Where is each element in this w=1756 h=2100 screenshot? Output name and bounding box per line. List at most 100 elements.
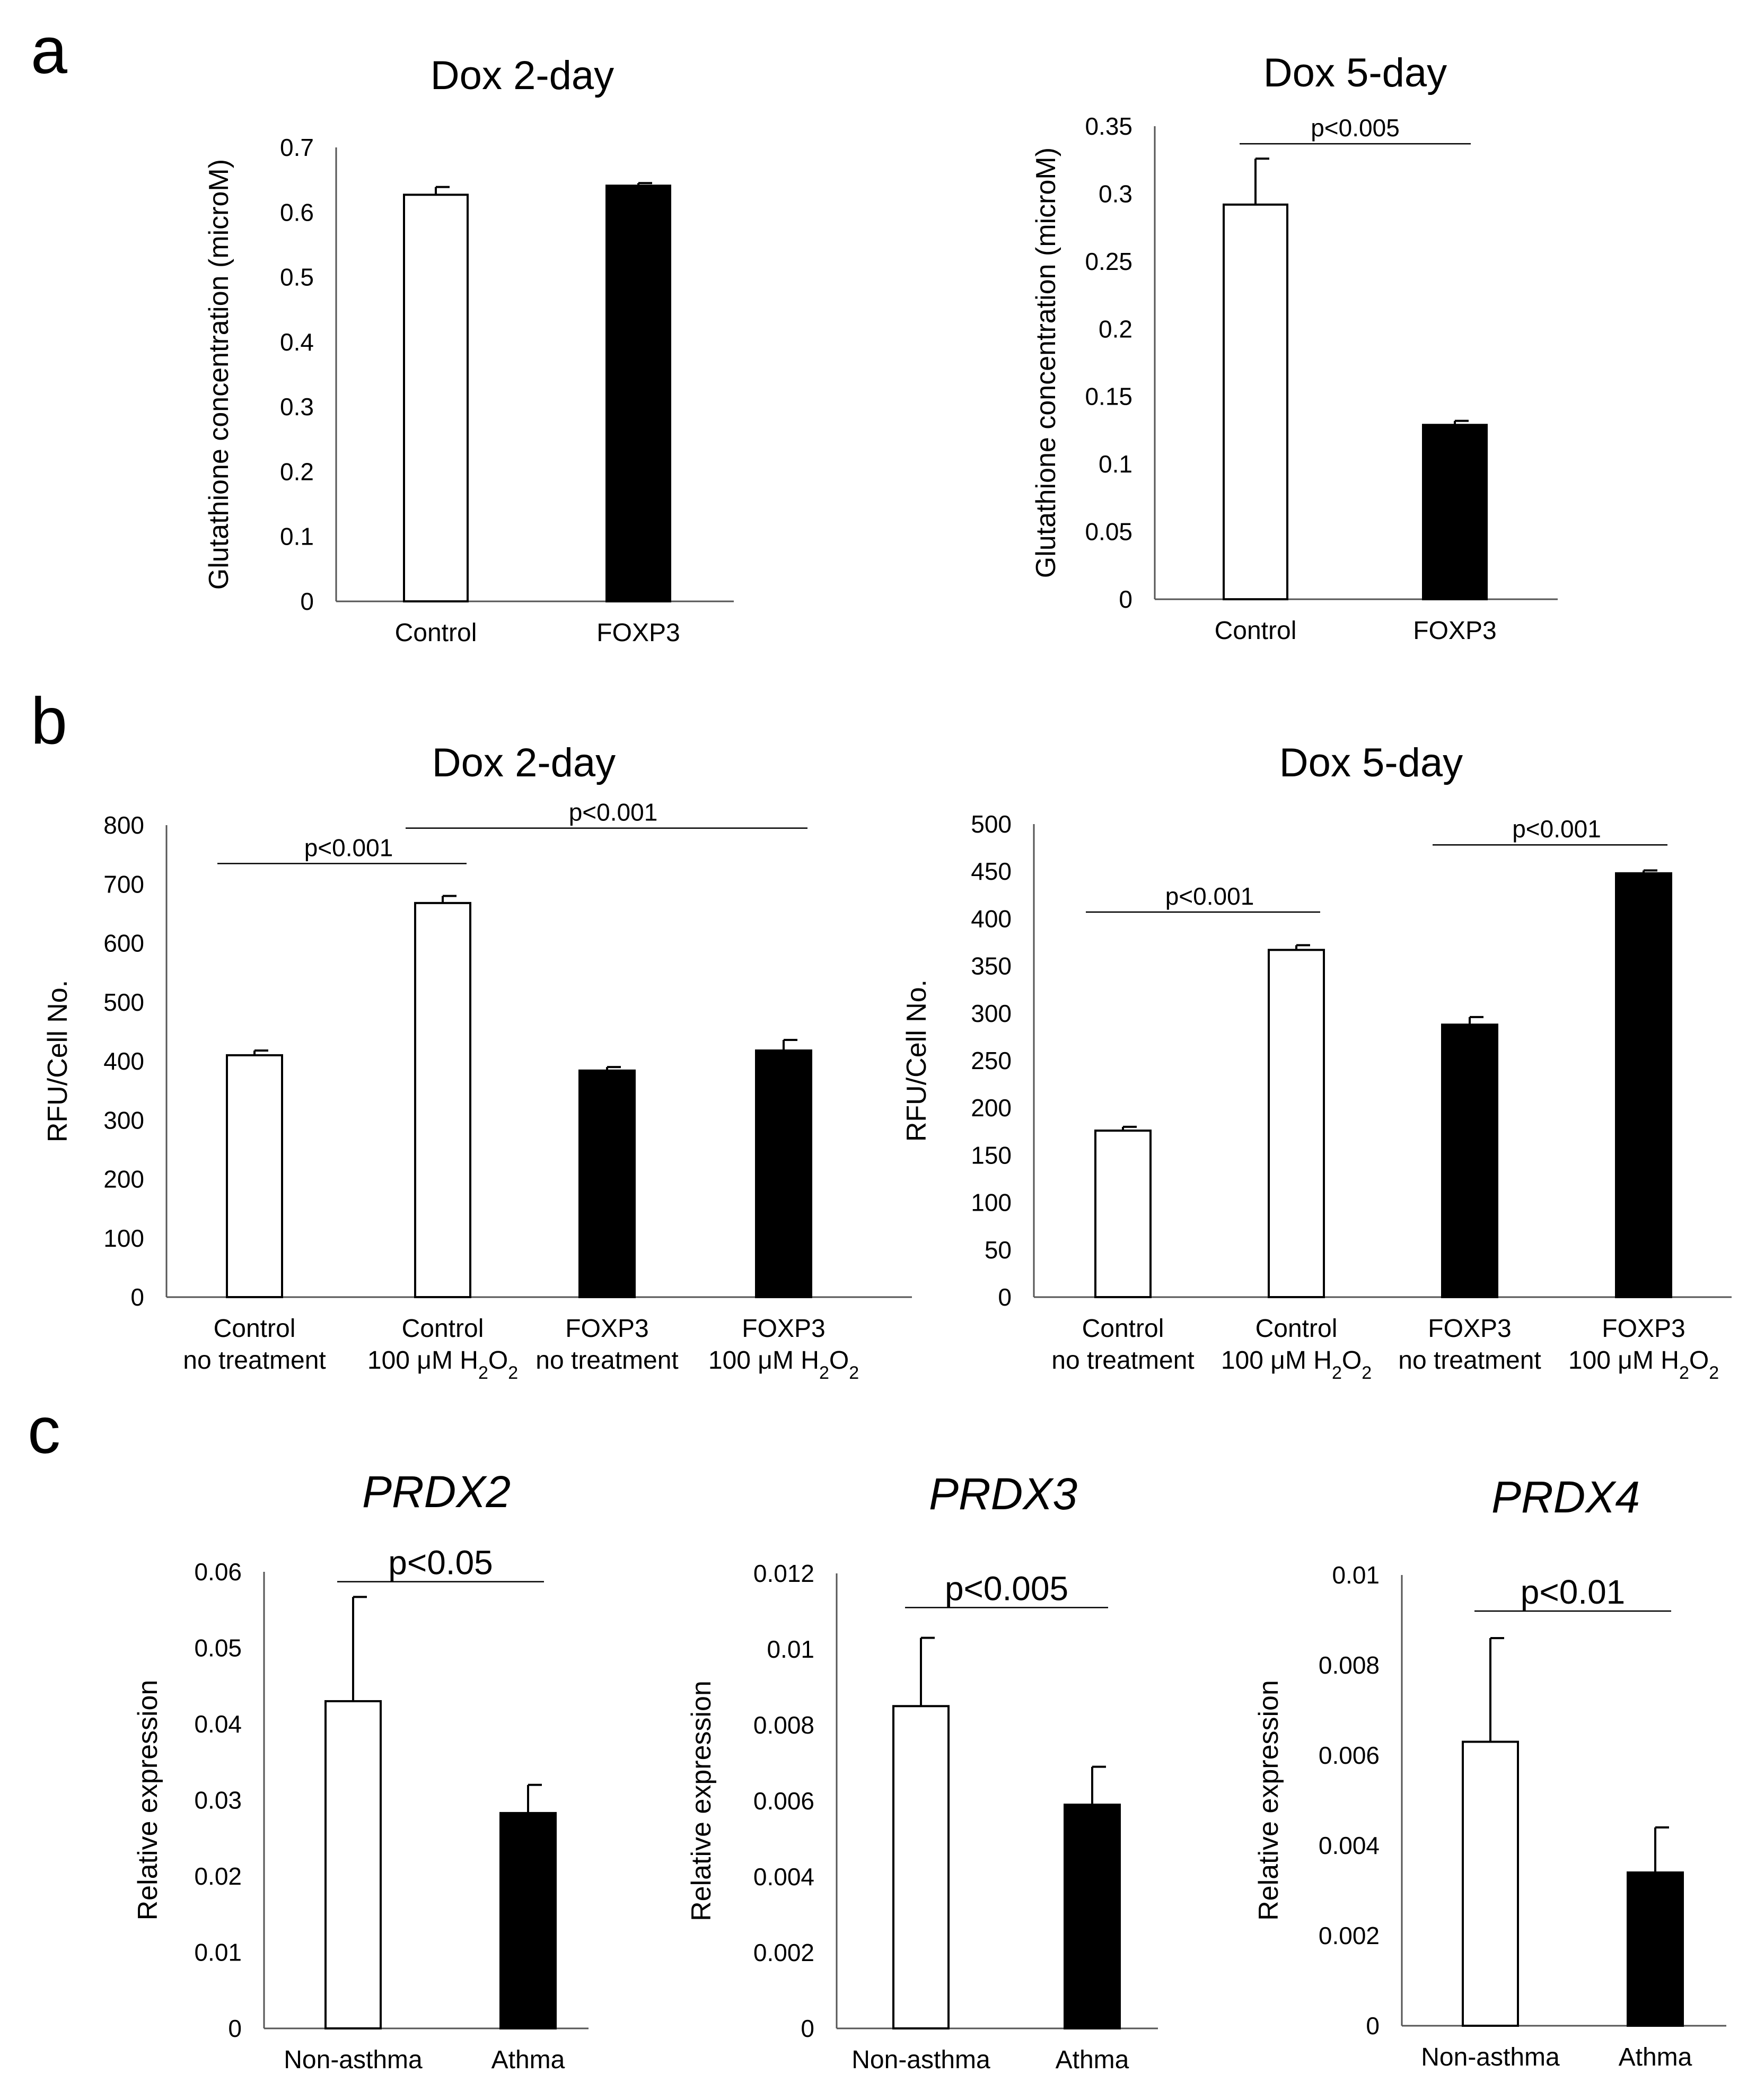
y-tick-label: 0	[130, 1283, 144, 1311]
bar	[1268, 949, 1325, 1298]
y-axis-label: Glutathione concentration (microM)	[204, 159, 234, 590]
x-category-label: 100 μM H2O2	[1568, 1346, 1719, 1383]
y-tick-label: 400	[103, 1047, 144, 1075]
chart-b1: Dox 2-day RFU/Cell No. 0 100 200 300 400 500 600…	[42, 740, 912, 1383]
y-tick-label: 0.006	[753, 1787, 814, 1815]
y-tick-label: 0.6	[280, 198, 314, 226]
y-tick-label: 0.01	[1332, 1561, 1380, 1589]
x-category-label: no treatment	[1398, 1346, 1541, 1375]
x-category-label: Control	[1255, 1315, 1338, 1343]
significance-label: p<0.001	[1512, 815, 1601, 843]
y-tick-label: 400	[971, 905, 1012, 932]
x-category-label: Control	[1215, 617, 1297, 645]
bar	[499, 1812, 557, 2030]
bar	[403, 194, 469, 603]
y-tick-label: 700	[103, 870, 144, 898]
x-category-label: Control	[402, 1315, 484, 1343]
chart-title: Dox 2-day	[432, 740, 616, 785]
y-tick-label: 0.012	[753, 1560, 814, 1587]
y-tick-label: 0.4	[280, 328, 314, 356]
x-category-label: no treatment	[1051, 1346, 1194, 1375]
chart-c1: PRDX2 Relative expression 0 0.01 0.02 0.03 0.0…	[133, 1467, 589, 2074]
significance-label: p<0.001	[304, 834, 393, 861]
bar	[1615, 872, 1672, 1298]
y-tick-label: 0.35	[1085, 112, 1132, 140]
y-tick-label: 500	[103, 988, 144, 1016]
bar	[414, 902, 471, 1298]
y-tick-label: 0	[1366, 2012, 1380, 2040]
y-tick-label: 0.008	[1319, 1651, 1380, 1679]
y-axis-label: RFU/Cell No.	[901, 979, 932, 1142]
x-category-label: Athma	[1619, 2043, 1692, 2071]
significance-label: p<0.05	[388, 1544, 493, 1582]
bar	[892, 1705, 950, 2029]
subscript: 2	[508, 1363, 518, 1383]
subscript: 2	[1332, 1363, 1342, 1383]
y-tick-label: 0	[998, 1283, 1012, 1311]
y-tick-label: 200	[103, 1166, 144, 1193]
label-part: 100 μM H	[1568, 1346, 1679, 1375]
significance-label: p<0.001	[569, 799, 658, 826]
y-axis-label: Relative expression	[686, 1681, 717, 1921]
y-tick-label: 0.05	[1085, 518, 1132, 546]
label-part: 100 μM H	[1221, 1346, 1332, 1375]
y-tick-label: 200	[971, 1094, 1012, 1122]
bar	[1223, 203, 1288, 600]
chart-title: PRDX2	[362, 1467, 511, 1517]
y-axis-label: RFU/Cell No.	[42, 980, 73, 1142]
y-tick-label: 250	[971, 1047, 1012, 1074]
x-category-label: Control	[395, 619, 477, 647]
subscript: 2	[1679, 1363, 1689, 1383]
y-tick-label: 0.02	[194, 1862, 242, 1890]
x-category-label: 100 μM H2O2	[708, 1346, 859, 1383]
y-axis-label: Relative expression	[1253, 1680, 1284, 1921]
chart-c3: PRDX4 Relative expression 0 0.002 0.004 0.006…	[1253, 1472, 1726, 2071]
y-axis-label: Relative expression	[133, 1680, 163, 1921]
x-category-label: 100 μM H2O2	[1221, 1346, 1372, 1383]
y-tick-label: 0.002	[753, 1939, 814, 1966]
x-category-label: FOXP3	[596, 619, 680, 647]
y-tick-label: 0.15	[1085, 383, 1132, 410]
bar	[1094, 1130, 1152, 1299]
y-tick-label: 0	[801, 2015, 814, 2042]
x-category-label: FOXP3	[1413, 617, 1496, 645]
x-category-label: no treatment	[535, 1346, 678, 1375]
label-part: O	[488, 1346, 508, 1375]
chart-title: PRDX3	[929, 1469, 1077, 1519]
label-part: O	[1689, 1346, 1709, 1375]
bar	[1627, 1871, 1684, 2027]
label-part: 100 μM H	[367, 1346, 478, 1375]
chart-b2: Dox 5-day RFU/Cell No. 0 50 100 150 200 250 300 3…	[901, 740, 1732, 1383]
y-axis-label: Glutathione concentration (microM)	[1031, 147, 1061, 578]
bar	[226, 1054, 283, 1298]
x-category-label: Non-asthma	[851, 2046, 990, 2074]
y-tick-label: 0.004	[1319, 1832, 1380, 1859]
y-tick-label: 0.002	[1319, 1922, 1380, 1949]
panel-letter-b: b	[31, 685, 67, 758]
charts-layer: Dox 2-day Glutathione concentration (micr…	[42, 50, 1732, 2074]
bar	[578, 1069, 636, 1299]
y-tick-label: 100	[103, 1224, 144, 1252]
y-tick-label: 0.1	[280, 523, 314, 550]
y-tick-label: 150	[971, 1141, 1012, 1169]
x-category-label: Control	[1082, 1315, 1164, 1343]
chart-a1: Dox 2-day Glutathione concentration (micr…	[204, 53, 734, 647]
y-tick-label: 50	[985, 1236, 1012, 1264]
y-tick-label: 0.25	[1085, 248, 1132, 275]
y-tick-label: 0.008	[753, 1711, 814, 1739]
y-tick-label: 300	[971, 1000, 1012, 1027]
x-category-label: no treatment	[183, 1346, 326, 1375]
chart-c2: PRDX3 Relative expression 0 0.002 0.004 0.006…	[686, 1469, 1158, 2074]
x-category-label: FOXP3	[565, 1315, 648, 1343]
x-category-label: Control	[214, 1315, 296, 1343]
x-category-label: Non-asthma	[1421, 2043, 1560, 2071]
subscript: 2	[478, 1363, 488, 1383]
x-category-label: FOXP3	[742, 1315, 825, 1343]
bar	[1441, 1023, 1498, 1298]
y-tick-label: 500	[971, 810, 1012, 838]
y-tick-label: 0.04	[194, 1710, 242, 1738]
y-tick-label: 100	[971, 1189, 1012, 1217]
y-tick-label: 0.2	[280, 458, 314, 485]
bar	[1462, 1740, 1519, 2027]
